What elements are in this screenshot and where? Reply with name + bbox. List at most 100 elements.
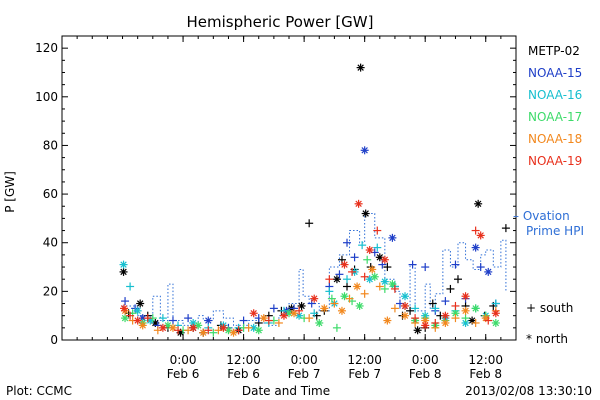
south-point	[348, 267, 357, 276]
north-point	[310, 294, 319, 303]
marker-stroke	[250, 324, 257, 332]
north-point	[120, 304, 129, 313]
legend-north-label: * north	[526, 332, 568, 346]
y-tick-label: 60	[43, 187, 58, 201]
south-point	[158, 314, 167, 323]
y-axis: 0 20 40 60 80 100 120	[35, 41, 516, 347]
south-point	[305, 219, 314, 228]
north-point	[401, 301, 410, 310]
legend: METP-02 NOAA-15 NOAA-16 NOAA-17 NOAA-18 NOAA-…	[513, 44, 584, 346]
north-point	[380, 277, 389, 286]
south-point	[451, 260, 460, 269]
marker-stroke	[462, 292, 469, 300]
marker-stroke	[353, 283, 361, 290]
marker-stroke	[280, 312, 288, 319]
north-point	[354, 199, 363, 208]
north-point	[368, 265, 377, 274]
south-point	[204, 326, 213, 335]
south-point	[446, 284, 455, 293]
north-point	[380, 255, 389, 264]
marker-stroke	[341, 292, 348, 300]
series-noaa-15	[121, 146, 500, 332]
north-point	[337, 306, 346, 315]
x-tick-time-label: 0:00	[291, 353, 318, 367]
south-point	[441, 297, 450, 306]
marker-stroke	[485, 268, 492, 276]
marker-stroke	[120, 261, 127, 268]
marker-stroke	[381, 278, 389, 285]
north-point	[441, 311, 450, 320]
x-tick-date-label: Feb 8	[409, 367, 442, 381]
legend-entry: METP-02	[528, 44, 580, 58]
north-point	[219, 323, 228, 332]
south-point	[501, 224, 510, 233]
marker-stroke	[341, 261, 348, 268]
north-point	[254, 326, 263, 335]
marker-stroke	[120, 305, 128, 312]
marker-stroke	[333, 275, 341, 283]
marker-stroke	[389, 280, 396, 288]
north-point	[279, 311, 288, 320]
south-point	[325, 287, 334, 296]
north-point	[315, 318, 324, 327]
south-point	[406, 306, 415, 315]
south-point	[390, 304, 399, 313]
north-point	[474, 199, 483, 208]
south-point	[332, 323, 341, 332]
south-point	[360, 289, 369, 298]
south-point	[411, 304, 420, 313]
plot-source-label: Plot: CCMC	[6, 384, 72, 398]
north-point	[138, 321, 147, 330]
south-point	[310, 309, 319, 318]
marker-stroke	[139, 322, 146, 329]
south-point	[408, 260, 417, 269]
marker-stroke	[357, 64, 364, 71]
legend-entry: NOAA-19	[528, 154, 582, 168]
south-point	[327, 294, 336, 303]
marker-stroke	[442, 319, 449, 327]
legend-entry: NOAA-18	[528, 132, 582, 146]
x-tick-time-label: 0:00	[170, 353, 197, 367]
north-point	[297, 301, 306, 310]
south-point	[375, 282, 384, 291]
x-tick-time-label: 12:00	[226, 353, 261, 367]
south-point	[295, 306, 304, 315]
south-point	[274, 318, 283, 327]
timestamp-label: 2013/02/08 13:30:10	[465, 384, 592, 398]
legend-entry: NOAA-15	[528, 66, 582, 80]
south-point	[421, 263, 430, 272]
x-axis-label: Date and Time	[242, 384, 330, 398]
south-point	[461, 314, 470, 323]
south-point	[431, 318, 440, 327]
south-point	[373, 243, 382, 252]
marker-stroke	[401, 292, 409, 300]
marker-stroke	[474, 200, 482, 208]
marker-stroke	[421, 322, 429, 329]
marker-stroke	[225, 327, 232, 334]
north-point	[360, 146, 369, 155]
south-point	[121, 297, 130, 306]
north-point	[476, 231, 485, 240]
marker-stroke	[472, 244, 479, 251]
ovation-prime-hpi-line	[122, 213, 507, 326]
north-point	[353, 282, 362, 291]
north-point	[413, 326, 422, 335]
marker-stroke	[298, 302, 305, 310]
plot-frame	[61, 35, 517, 341]
north-point	[401, 292, 410, 301]
marker-stroke	[384, 317, 391, 324]
marker-stroke	[356, 302, 363, 310]
south-point	[476, 263, 485, 272]
marker-stroke	[316, 319, 323, 327]
north-point	[340, 260, 349, 269]
south-point	[453, 275, 462, 284]
south-point	[264, 316, 273, 325]
north-point	[136, 299, 145, 308]
south-point	[335, 270, 344, 279]
plot-area	[61, 35, 517, 341]
y-tick-label: 0	[50, 333, 58, 347]
south-point	[471, 318, 480, 327]
marker-stroke	[362, 210, 369, 217]
north-point	[471, 304, 480, 313]
